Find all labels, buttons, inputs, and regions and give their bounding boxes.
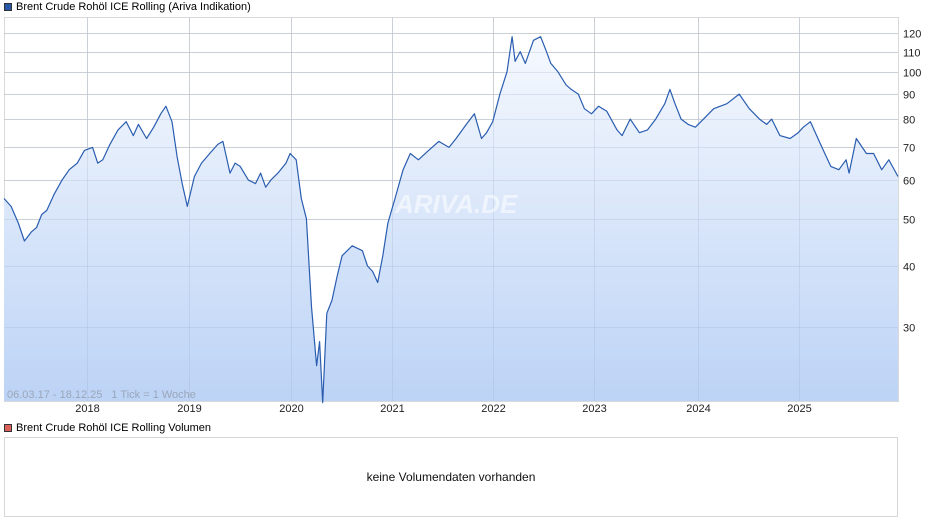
y-tick-label: 50 bbox=[903, 215, 915, 227]
y-tick-label: 90 bbox=[903, 90, 915, 102]
y-tick-label: 30 bbox=[903, 323, 915, 335]
price-legend: Brent Crude Rohöl ICE Rolling (Ariva Ind… bbox=[4, 1, 251, 13]
grid-overlay bbox=[4, 17, 898, 401]
volume-chart: keine Volumendaten vorhanden bbox=[4, 437, 898, 517]
x-tick-label: 2024 bbox=[686, 403, 710, 415]
date-range-label: 06.03.17 - 18.12.25 1 Tick = 1 Woche bbox=[7, 389, 196, 401]
x-tick-label: 2022 bbox=[481, 403, 505, 415]
y-tick-label: 100 bbox=[903, 68, 921, 80]
price-legend-label: Brent Crude Rohöl ICE Rolling (Ariva Ind… bbox=[16, 1, 251, 13]
y-tick-label: 40 bbox=[903, 262, 915, 274]
price-legend-swatch bbox=[4, 3, 12, 11]
x-tick-label: 2025 bbox=[787, 403, 811, 415]
y-tick-label: 120 bbox=[903, 29, 921, 41]
volume-legend-label: Brent Crude Rohöl ICE Rolling Volumen bbox=[16, 422, 212, 434]
y-tick-label: 60 bbox=[903, 176, 915, 188]
y-tick-label: 70 bbox=[903, 143, 915, 155]
y-axis: 30 40 50 60 70 80 90 100 110 120 bbox=[903, 29, 921, 335]
watermark: ARIVA.DE bbox=[394, 189, 518, 219]
volume-legend-swatch bbox=[4, 424, 12, 432]
x-axis: 2018 2019 2020 2021 2022 2023 2024 2025 bbox=[75, 403, 811, 415]
price-line bbox=[3, 36, 899, 404]
y-tick-label: 80 bbox=[903, 115, 915, 127]
x-tick-label: 2019 bbox=[177, 403, 201, 415]
y-tick-label: 110 bbox=[903, 48, 921, 60]
x-tick-label: 2021 bbox=[380, 403, 404, 415]
volume-legend: Brent Crude Rohöl ICE Rolling Volumen bbox=[4, 422, 211, 434]
x-tick-label: 2018 bbox=[75, 403, 99, 415]
price-area bbox=[4, 36, 898, 403]
volume-empty-message: keine Volumendaten vorhanden bbox=[366, 470, 536, 484]
x-tick-label: 2023 bbox=[582, 403, 606, 415]
x-tick-label: 2020 bbox=[279, 403, 303, 415]
